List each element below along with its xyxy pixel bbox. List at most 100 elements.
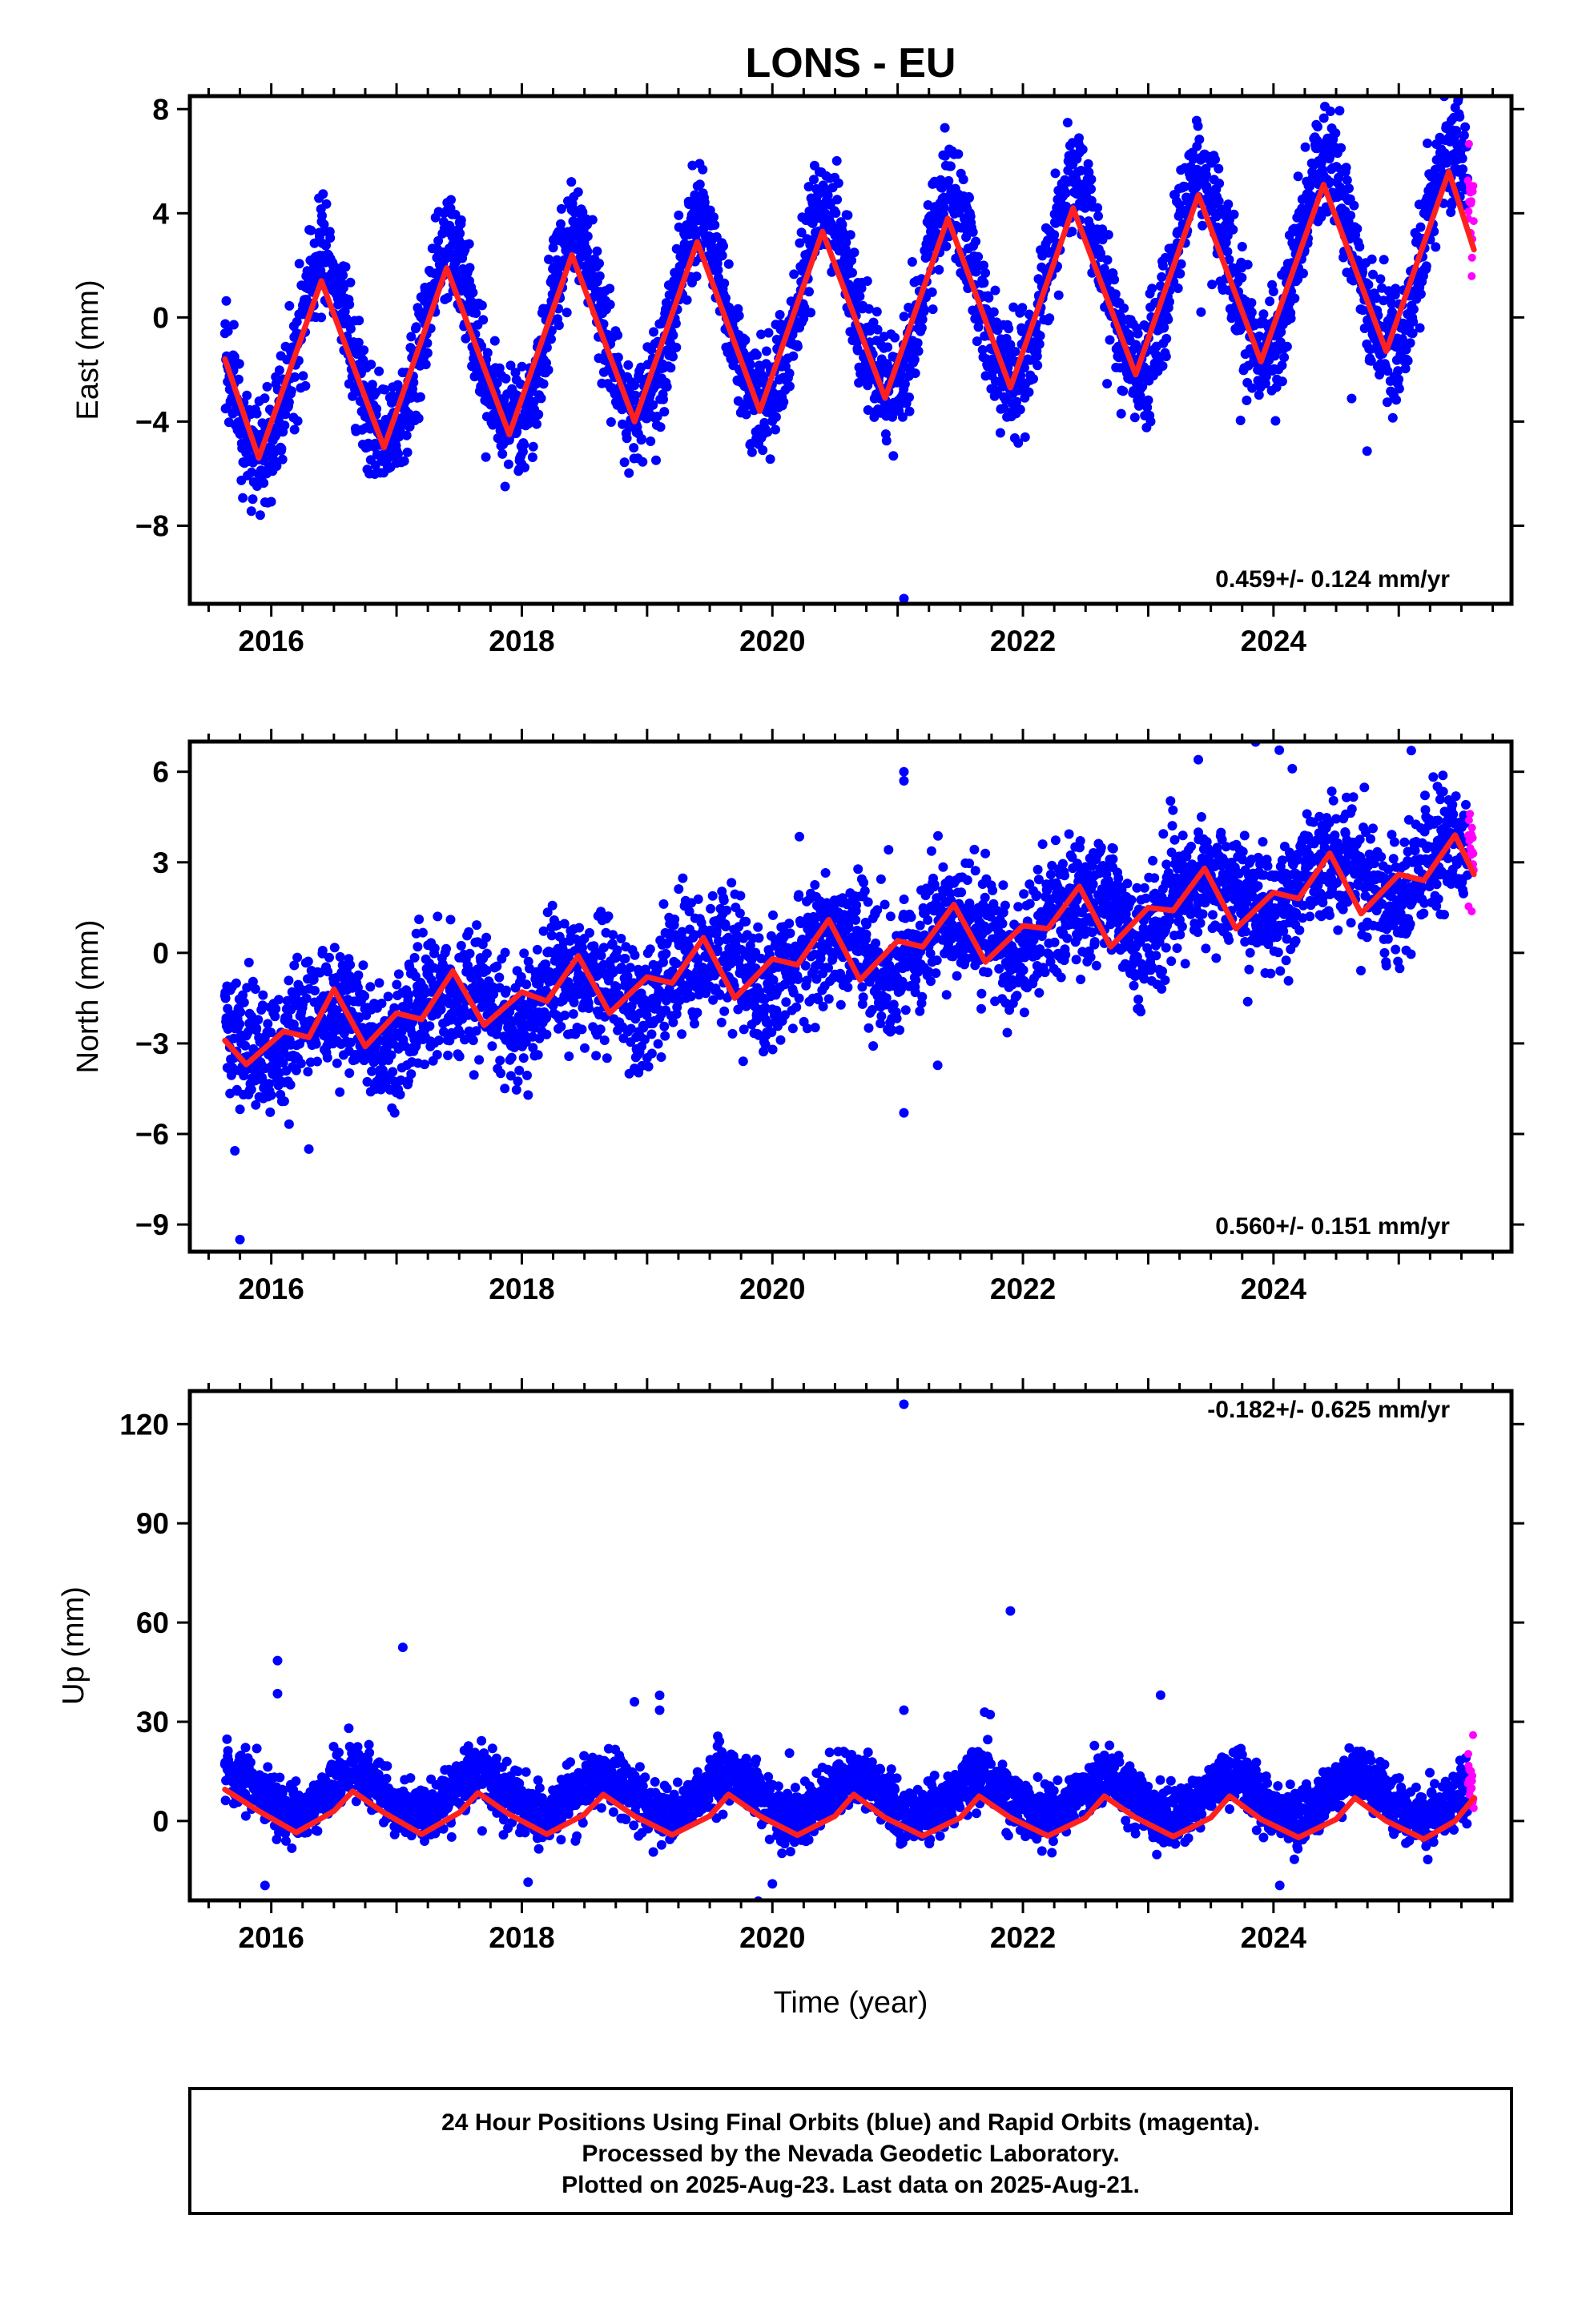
final-orbit-point [303, 1067, 313, 1077]
x-tick-label: 2018 [489, 625, 554, 657]
final-orbit-point [501, 373, 511, 384]
final-orbit-point [338, 283, 348, 293]
final-orbit-point [566, 177, 577, 187]
final-orbit-point [255, 510, 265, 521]
final-orbit-point [927, 287, 937, 297]
final-orbit-point [677, 927, 687, 937]
final-orbit-point [1400, 364, 1411, 374]
final-orbit-point [344, 300, 355, 310]
final-orbit-point [291, 1065, 301, 1076]
final-orbit-point [652, 412, 662, 421]
final-orbit-point [999, 403, 1009, 413]
final-orbit-point [242, 983, 252, 993]
final-orbit-point [306, 225, 316, 235]
final-orbit-point [1110, 289, 1121, 300]
final-orbit-point [271, 1003, 281, 1014]
final-orbit-point [872, 324, 883, 335]
final-orbit-point [1344, 183, 1354, 194]
final-orbit-point [907, 257, 917, 267]
final-orbit-point [666, 363, 676, 373]
final-orbit-point [1242, 396, 1252, 405]
final-orbit-point [301, 993, 312, 1003]
final-orbit-point [1408, 304, 1419, 315]
final-orbit-point [365, 982, 376, 992]
final-orbit-point [944, 175, 954, 186]
final-orbit-point [471, 1026, 481, 1036]
final-orbit-point [1137, 381, 1148, 392]
final-orbit-point [345, 324, 356, 334]
final-orbit-point [500, 947, 510, 958]
final-orbit-point [809, 175, 819, 185]
final-orbit-point [1083, 159, 1093, 169]
final-orbit-point [1405, 338, 1415, 348]
final-orbit-point [1196, 307, 1206, 317]
final-orbit-point [1394, 374, 1404, 384]
final-orbit-point [691, 271, 702, 282]
final-orbit-point [1383, 366, 1393, 376]
final-orbit-point [481, 948, 492, 959]
final-orbit-point [1214, 196, 1224, 207]
final-orbit-point [1247, 383, 1258, 393]
final-orbit-point [266, 497, 276, 507]
final-orbit-point [592, 246, 602, 256]
final-orbit-point [276, 444, 287, 454]
final-orbit-point [606, 417, 616, 427]
final-orbit-point [221, 296, 231, 306]
final-orbit-point [318, 189, 328, 199]
final-orbit-point [721, 293, 731, 304]
final-orbit-point [518, 1053, 529, 1063]
final-orbit-point [598, 943, 609, 953]
final-orbit-point [1093, 203, 1103, 213]
final-orbit-point [1359, 324, 1370, 333]
final-orbit-point [1325, 107, 1335, 116]
final-orbit-point [1342, 175, 1352, 185]
final-orbit-point [940, 123, 950, 133]
final-orbit-point [568, 1009, 578, 1019]
final-orbit-point [505, 360, 516, 371]
final-orbit-point [1157, 361, 1168, 371]
final-orbit-point [322, 1052, 332, 1063]
final-orbit-point [1157, 271, 1167, 282]
final-orbit-point [845, 230, 855, 240]
final-orbit-point [763, 427, 773, 437]
y-tick-label: 4 [152, 197, 169, 230]
final-orbit-point [888, 451, 899, 461]
daily-positions-east [219, 96, 1478, 604]
final-orbit-point [1223, 199, 1234, 210]
final-orbit-point [456, 940, 466, 951]
x-tick-label: 2016 [239, 625, 304, 657]
final-orbit-point [686, 991, 696, 1002]
final-orbit-point [1224, 255, 1234, 265]
final-orbit-point [687, 160, 698, 171]
final-orbit-point [433, 235, 444, 246]
final-orbit-point [595, 1024, 606, 1035]
final-orbit-point [345, 959, 356, 970]
final-orbit-point [1133, 328, 1143, 339]
final-orbit-point [973, 251, 984, 262]
final-orbit-point [1029, 374, 1038, 384]
final-orbit-point [516, 971, 526, 982]
final-orbit-point [1228, 224, 1238, 235]
final-orbit-point [538, 379, 549, 389]
final-orbit-point [420, 1059, 429, 1070]
y-tick-label: 8 [152, 93, 169, 126]
final-orbit-point [936, 175, 946, 185]
final-orbit-point [995, 428, 1005, 438]
final-orbit-point [763, 328, 774, 338]
final-orbit-point [464, 239, 474, 249]
final-orbit-point [399, 456, 409, 466]
final-orbit-point [489, 336, 500, 346]
final-orbit-point [354, 316, 364, 326]
final-orbit-point [1131, 340, 1141, 350]
final-orbit-point [547, 900, 558, 911]
final-orbit-point [1271, 382, 1282, 392]
final-orbit-point [899, 312, 909, 322]
final-orbit-point [294, 259, 304, 269]
final-orbit-point [523, 956, 533, 967]
final-orbit-point [310, 986, 320, 995]
final-orbit-point [446, 195, 456, 205]
final-orbit-point [556, 1021, 566, 1031]
final-orbit-point [619, 457, 630, 468]
final-orbit-point [1161, 352, 1171, 362]
